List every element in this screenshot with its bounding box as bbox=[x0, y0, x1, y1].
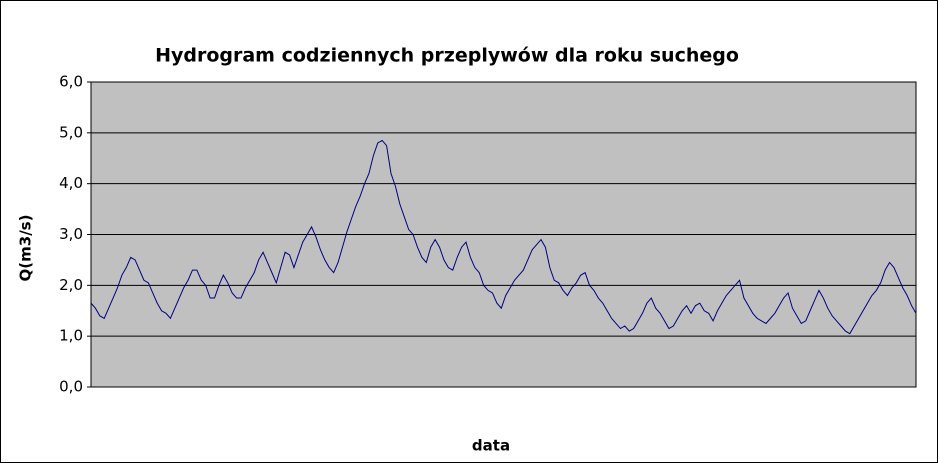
y-tick-label: 4,0 bbox=[59, 174, 83, 192]
chart-title: Hydrogram codziennych przeplywów dla rok… bbox=[155, 45, 739, 67]
data-line bbox=[90, 139, 917, 335]
y-tick-label: 1,0 bbox=[59, 327, 83, 345]
y-tick-label: 0,0 bbox=[59, 378, 83, 396]
y-tick-label: 3,0 bbox=[59, 225, 83, 243]
y-tick-label: 5,0 bbox=[59, 123, 83, 141]
x-axis-label: data bbox=[472, 437, 510, 455]
y-tick-label: 2,0 bbox=[59, 276, 83, 294]
y-axis-label: Q(m3/s) bbox=[17, 215, 35, 282]
y-tick-label: 6,0 bbox=[59, 73, 83, 91]
